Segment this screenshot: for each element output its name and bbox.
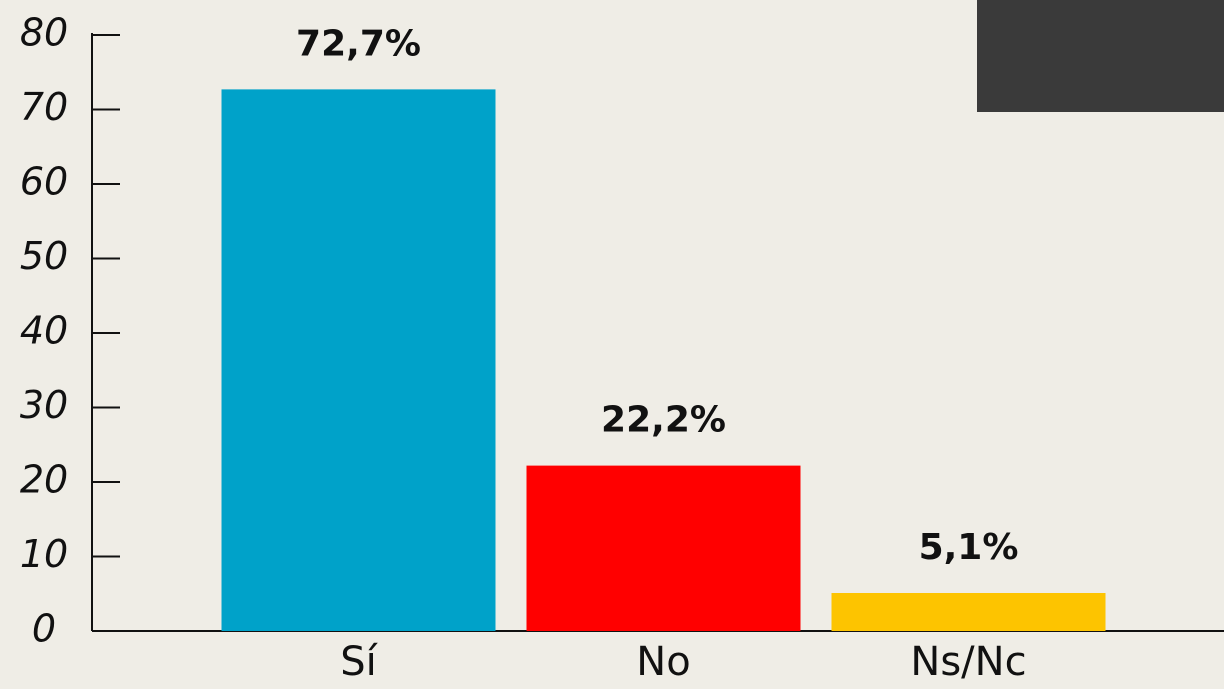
y-tick-label: 70 xyxy=(20,85,68,129)
value-label: 72,7% xyxy=(296,23,421,64)
bar xyxy=(831,593,1106,631)
x-tick-label: No xyxy=(636,639,690,685)
y-tick-label: 50 xyxy=(20,234,68,278)
y-tick-label: 20 xyxy=(20,458,68,502)
value-label: 5,1% xyxy=(919,527,1019,568)
x-tick-label: Sí xyxy=(340,639,378,685)
y-tick-label: 10 xyxy=(20,532,68,576)
y-tick-label: 40 xyxy=(20,309,68,353)
x-tick-label: Ns/Nc xyxy=(910,639,1026,685)
y-tick-label: 80 xyxy=(20,11,68,55)
bar xyxy=(221,89,496,631)
photo xyxy=(977,0,1224,112)
value-label: 22,2% xyxy=(601,400,726,441)
y-tick-label: 0 xyxy=(32,607,56,651)
y-tick-label: 30 xyxy=(20,383,68,427)
bar xyxy=(526,465,801,631)
y-tick-label: 60 xyxy=(20,160,68,204)
